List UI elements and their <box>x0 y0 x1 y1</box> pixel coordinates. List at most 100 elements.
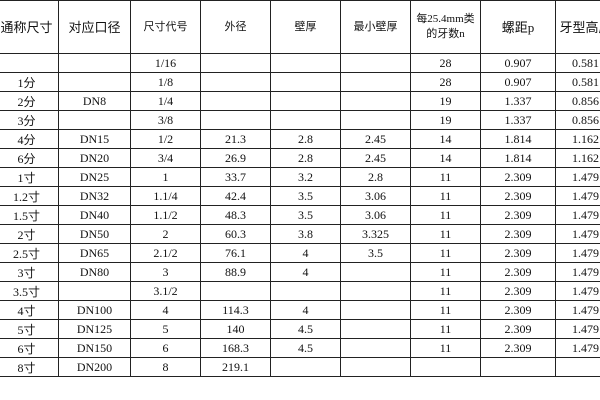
table-cell: 1.1/4 <box>130 186 201 206</box>
table-row: 2寸 DN50 2 60.3 3.8 3.325 11 2.309 1.479 <box>0 224 600 244</box>
table-cell: 2.309 <box>480 319 556 339</box>
table-row: 3寸 DN80 3 88.9 4 11 2.309 1.479 <box>0 262 600 282</box>
table-cell <box>0 53 59 73</box>
table-cell: 42.4 <box>200 186 271 206</box>
table-row: 6寸 DN150 6 168.3 4.5 11 2.309 1.479 <box>0 338 600 358</box>
table-cell: 11 <box>410 186 481 206</box>
table-row: 4寸 DN100 4 114.3 4 11 2.309 1.479 <box>0 300 600 320</box>
table-cell: 11 <box>410 300 481 320</box>
table-cell <box>340 72 411 92</box>
table-cell: 26.9 <box>200 148 271 168</box>
table-cell: 3.06 <box>340 205 411 225</box>
table-cell: 1.2寸 <box>0 186 59 206</box>
table-cell: DN200 <box>58 357 131 377</box>
table-cell <box>340 91 411 111</box>
table-cell: 140 <box>200 319 271 339</box>
table-row: 2分 DN8 1/4 19 1.337 0.856 <box>0 91 600 111</box>
table-cell: 2.309 <box>480 224 556 244</box>
table-cell: DN40 <box>58 205 131 225</box>
table-cell: 0.856 <box>555 110 600 130</box>
table-cell: 3寸 <box>0 262 59 282</box>
table-cell: 3分 <box>0 110 59 130</box>
table-cell: 19 <box>410 91 481 111</box>
table-row: 3分 3/8 19 1.337 0.856 <box>0 110 600 130</box>
table-row: 1分 1/8 28 0.907 0.581 <box>0 72 600 92</box>
table-cell: 1分 <box>0 72 59 92</box>
table-cell: 168.3 <box>200 338 271 358</box>
table-cell: 2.309 <box>480 338 556 358</box>
table-cell <box>58 110 131 130</box>
table-cell: 28 <box>410 53 481 73</box>
table-cell: 2.309 <box>480 186 556 206</box>
table-cell: 1.479 <box>555 205 600 225</box>
table-cell: 每25.4mm类的牙数n <box>410 0 481 54</box>
table-cell: 1.479 <box>555 300 600 320</box>
table-cell: 11 <box>410 281 481 301</box>
table-cell: DN125 <box>58 319 131 339</box>
table-cell: 11 <box>410 205 481 225</box>
table-cell <box>340 357 411 377</box>
table-cell: 4.5 <box>270 338 341 358</box>
table-cell: 2.309 <box>480 167 556 187</box>
table-cell: 4.5 <box>270 319 341 339</box>
table-cell: 尺寸代号 <box>130 0 201 54</box>
table-cell: 219.1 <box>200 357 271 377</box>
table-cell: DN100 <box>58 300 131 320</box>
table-cell: 0.581 <box>555 53 600 73</box>
table-cell <box>58 53 131 73</box>
table-cell: 1.479 <box>555 262 600 282</box>
table-cell: 1.814 <box>480 148 556 168</box>
table-cell <box>555 357 600 377</box>
table-cell: 11 <box>410 243 481 263</box>
table-cell: 2.309 <box>480 262 556 282</box>
table-cell: 2.309 <box>480 205 556 225</box>
table-cell: 2.8 <box>270 129 341 149</box>
table-cell: 0.907 <box>480 53 556 73</box>
table-cell: 3 <box>130 262 201 282</box>
table-row: 4分 DN15 1/2 21.3 2.8 2.45 14 1.814 1.162 <box>0 129 600 149</box>
table-cell: 1/16 <box>130 53 201 73</box>
table-cell: 通称尺寸 <box>0 0 59 54</box>
table-cell: 3.06 <box>340 186 411 206</box>
table-cell: DN15 <box>58 129 131 149</box>
table-cell: 1.5寸 <box>0 205 59 225</box>
table-cell: 1/4 <box>130 91 201 111</box>
table-cell: 1.479 <box>555 186 600 206</box>
table-cell: 3.2 <box>270 167 341 187</box>
table-row: 6分 DN20 3/4 26.9 2.8 2.45 14 1.814 1.162 <box>0 148 600 168</box>
table-cell <box>410 357 481 377</box>
table-cell: 1.479 <box>555 338 600 358</box>
table-row: 8寸 DN200 8 219.1 <box>0 357 600 377</box>
table-row: 1.2寸 DN32 1.1/4 42.4 3.5 3.06 11 2.309 1.479 <box>0 186 600 206</box>
table-cell <box>480 357 556 377</box>
table-cell: 14 <box>410 148 481 168</box>
table-cell <box>340 319 411 339</box>
table-cell: 2.45 <box>340 129 411 149</box>
table-cell: 114.3 <box>200 300 271 320</box>
table-cell: 外径 <box>200 0 271 54</box>
table-cell: 2.5寸 <box>0 243 59 263</box>
table-cell <box>200 91 271 111</box>
table-cell: 11 <box>410 338 481 358</box>
table-cell: 2.1/2 <box>130 243 201 263</box>
table-cell: 11 <box>410 224 481 244</box>
table-cell: 4 <box>270 300 341 320</box>
table-cell: 5 <box>130 319 201 339</box>
table-cell: 对应口径 <box>58 0 131 54</box>
table-cell: 3.5 <box>270 205 341 225</box>
table-cell: 48.3 <box>200 205 271 225</box>
table-cell: 60.3 <box>200 224 271 244</box>
table-cell: DN32 <box>58 186 131 206</box>
table-cell: 76.1 <box>200 243 271 263</box>
table-cell: 3.5 <box>340 243 411 263</box>
table-cell: 1.337 <box>480 110 556 130</box>
table-cell <box>340 110 411 130</box>
table-cell: 3/4 <box>130 148 201 168</box>
table-cell <box>270 91 341 111</box>
table-cell: DN80 <box>58 262 131 282</box>
table-cell: 3.5寸 <box>0 281 59 301</box>
table-cell: 3/8 <box>130 110 201 130</box>
table-cell: 1.814 <box>480 129 556 149</box>
